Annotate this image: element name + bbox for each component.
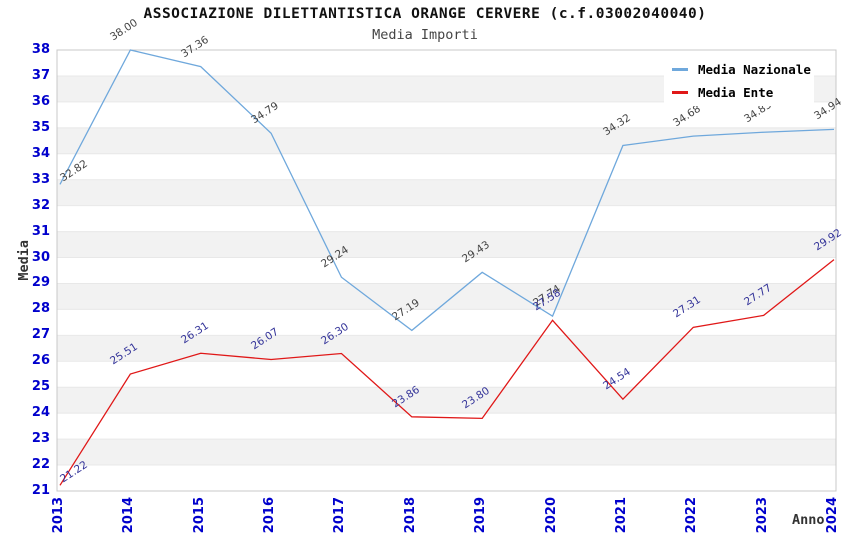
x-axis-title: Anno [792, 512, 825, 528]
y-tick-label: 30 [31, 249, 50, 265]
x-tick-label: 2020 [543, 497, 559, 534]
grid-band [57, 439, 836, 466]
legend-item-media-ente: Media Ente [672, 85, 808, 100]
grid-band [57, 231, 836, 258]
series-line-media-nazionale [59, 49, 835, 332]
x-tick-label: 2017 [332, 497, 348, 534]
x-tick-label: 2013 [51, 497, 66, 534]
y-tick-label: 21 [31, 483, 50, 498]
y-tick-label: 38 [31, 42, 50, 57]
grid-band [57, 335, 836, 362]
grid-band [57, 283, 836, 310]
legend-label: Media Ente [698, 85, 774, 100]
chart-subtitle: Media Importi [372, 27, 478, 43]
y-tick-label: 31 [31, 223, 50, 239]
x-tick-label: 2016 [262, 497, 278, 534]
x-tick-label: 2021 [613, 497, 629, 534]
y-tick-label: 32 [31, 197, 50, 213]
x-tick-label: 2015 [191, 497, 207, 534]
x-tick-label: 2014 [121, 497, 137, 534]
y-tick-label: 22 [31, 457, 50, 473]
chart-title: ASSOCIAZIONE DILETTANTISTICA ORANGE CERV… [143, 6, 707, 22]
y-tick-label: 23 [31, 431, 50, 447]
x-tick-label: 2023 [754, 497, 770, 534]
y-tick-label: 36 [31, 93, 50, 109]
y-tick-label: 29 [31, 275, 50, 291]
y-tick-label: 35 [31, 119, 50, 135]
legend-label: Media Nazionale [698, 62, 811, 77]
legend-swatch-red [672, 91, 688, 94]
series-line-media-ente [59, 259, 835, 486]
y-tick-label: 25 [31, 379, 50, 395]
grid-band [57, 127, 836, 154]
chart-legend: Media Nazionale Media Ente [664, 54, 814, 106]
y-tick-label: 34 [31, 145, 50, 161]
grid-band [57, 179, 836, 206]
x-tick-label: 2018 [402, 497, 418, 534]
y-tick-label: 28 [31, 301, 50, 317]
plot-border [56, 49, 837, 492]
x-tick-label: 2022 [684, 497, 700, 534]
legend-item-media-nazionale: Media Nazionale [672, 62, 811, 77]
y-tick-label: 33 [31, 171, 50, 187]
y-tick-label: 27 [31, 327, 50, 343]
x-tick-label: 2019 [473, 497, 489, 534]
y-axis-title: Media [16, 240, 32, 281]
y-tick-label: 37 [31, 67, 50, 83]
grid-band [57, 387, 836, 414]
y-tick-label: 26 [31, 353, 50, 369]
legend-swatch-blue [672, 68, 688, 71]
x-tick-label: 2024 [825, 497, 840, 534]
y-tick-label: 24 [31, 405, 50, 421]
